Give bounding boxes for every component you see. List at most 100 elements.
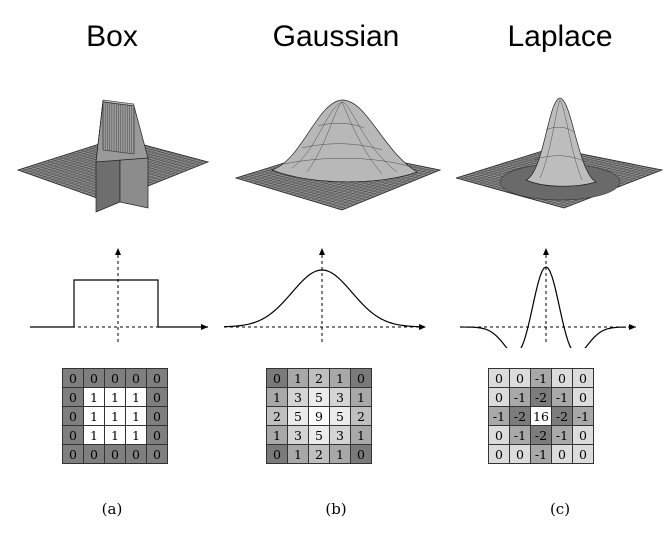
kernel-cell: 3 (329, 387, 351, 407)
gaussian-profile-plot (224, 248, 426, 342)
laplace-surface-plot (456, 97, 664, 209)
kernel-cell: 0 (488, 444, 510, 464)
kernel-cell: 1 (83, 387, 105, 407)
kernel-cell: 0 (146, 425, 168, 445)
kernel-cell: 0 (62, 444, 84, 464)
kernel-cell: 1 (83, 425, 105, 445)
kernel-cell: 1 (125, 425, 147, 445)
kernel-cell: 1 (350, 387, 372, 407)
kernel-row: 0 -1 -2 -1 0 (488, 425, 594, 445)
kernel-cell: 0 (83, 444, 105, 464)
kernel-cell: 0 (83, 368, 105, 388)
kernel-cell: 1 (329, 444, 351, 464)
kernel-cell: 1 (350, 425, 372, 445)
kernel-row: 0 0 -1 0 0 (488, 444, 594, 464)
mesh-line (333, 168, 432, 208)
laplace-kernel-grid: 0 0 -1 0 0 0 -1 -2 -1 0 -1 -2 16 -2 -1 0 -1 -2 -1 0 0 0 -1 0 0 (488, 368, 594, 464)
kernel-cell: -1 (509, 387, 531, 407)
caption-c: (c) (549, 500, 571, 518)
kernel-cell: -2 (509, 406, 531, 426)
kernel-cell: 2 (308, 444, 330, 464)
kernel-cell: 2 (350, 406, 372, 426)
kernel-cell: 0 (266, 444, 288, 464)
kernel-cell: 1 (83, 406, 105, 426)
kernel-cell: 0 (125, 444, 147, 464)
kernel-cell: 1 (266, 425, 288, 445)
kernel-cell: 0 (146, 444, 168, 464)
kernel-cell: 0 (572, 425, 594, 445)
kernel-cell: 5 (329, 406, 351, 426)
kernel-cell: 5 (287, 406, 309, 426)
caption-a: (a) (101, 500, 123, 518)
kernel-cell: 0 (350, 368, 372, 388)
panel-title-box: Box (86, 20, 138, 53)
kernel-cell: 9 (308, 406, 330, 426)
kernel-cell: 0 (62, 368, 84, 388)
kernel-cell: 1 (125, 406, 147, 426)
kernel-cell: 16 (530, 406, 552, 426)
kernel-cell: 0 (350, 444, 372, 464)
kernel-cell: 1 (287, 444, 309, 464)
kernel-cell: 0 (572, 387, 594, 407)
panel-title-gaussian: Gaussian (272, 20, 400, 53)
kernel-cell: -1 (551, 387, 573, 407)
kernel-cell: 1 (266, 387, 288, 407)
kernel-cell: 0 (62, 425, 84, 445)
kernel-cell: 0 (572, 368, 594, 388)
panel-title-laplace: Laplace (507, 20, 613, 53)
kernel-cell: -1 (488, 406, 510, 426)
kernel-cell: -2 (530, 425, 552, 445)
kernel-cell: 0 (488, 368, 510, 388)
kernel-cell: -1 (509, 425, 531, 445)
kernel-cell: 0 (266, 368, 288, 388)
kernel-cell: 0 (146, 387, 168, 407)
kernel-cell: 1 (104, 387, 126, 407)
kernel-cell: 3 (287, 387, 309, 407)
kernel-cell: 3 (329, 425, 351, 445)
kernel-cell: 0 (146, 406, 168, 426)
kernel-cell: 0 (104, 444, 126, 464)
kernel-cell: 0 (509, 444, 531, 464)
kernel-row: 0 0 -1 0 0 (488, 368, 594, 388)
kernel-cell: 2 (308, 368, 330, 388)
kernel-cell: 0 (104, 368, 126, 388)
box-profile-plot (30, 248, 208, 342)
kernel-row: 0 -1 -2 -1 0 (488, 387, 594, 407)
kernel-cell: 1 (104, 425, 126, 445)
kernel-cell: 0 (551, 444, 573, 464)
mesh-line (337, 168, 436, 209)
kernel-cell: 0 (125, 368, 147, 388)
kernel-cell: 5 (308, 387, 330, 407)
laplace-profile-plot (459, 248, 636, 348)
kernel-cell: -2 (551, 406, 573, 426)
kernel-cell: -1 (530, 444, 552, 464)
kernel-cell: 1 (104, 406, 126, 426)
gaussian-surface-plot (234, 99, 442, 211)
kernel-cell: 0 (551, 368, 573, 388)
kernel-cell: 5 (308, 425, 330, 445)
kernel-cell: -2 (530, 387, 552, 407)
kernel-cell: 2 (266, 406, 288, 426)
kernel-cell: 0 (488, 387, 510, 407)
kernel-cell: 0 (488, 425, 510, 445)
box-surface-plot (16, 99, 210, 213)
kernel-cell: 1 (125, 387, 147, 407)
kernel-cell: -1 (551, 425, 573, 445)
kernel-cell: 0 (62, 406, 84, 426)
kernel-cell: 3 (287, 425, 309, 445)
kernel-row: -1 -2 16 -2 -1 (488, 406, 594, 426)
kernel-cell: 0 (146, 368, 168, 388)
caption-b: (b) (325, 500, 347, 518)
